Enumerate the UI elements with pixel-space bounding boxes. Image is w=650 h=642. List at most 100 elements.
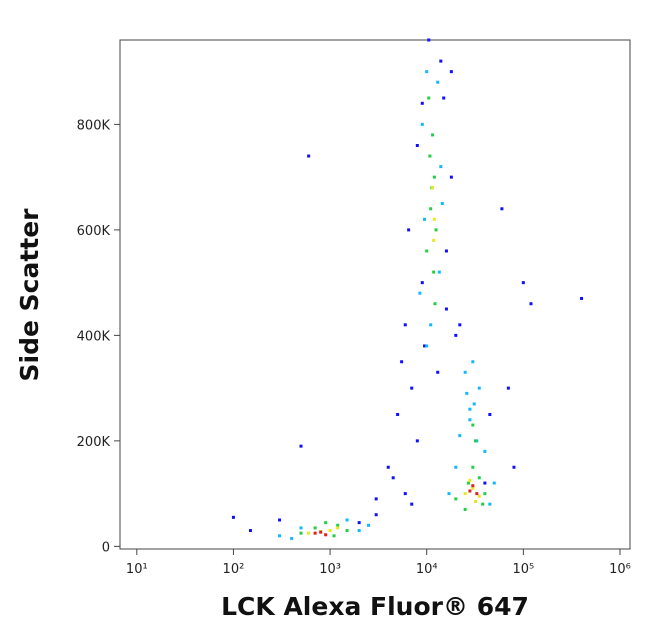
point <box>423 344 427 348</box>
point <box>324 533 328 537</box>
point <box>463 370 467 374</box>
point <box>324 521 328 525</box>
x-tick-label: 10⁵ <box>512 562 534 577</box>
point <box>477 386 481 390</box>
point <box>410 386 414 390</box>
point <box>474 500 478 504</box>
point <box>410 502 414 506</box>
point <box>313 531 317 535</box>
point <box>425 344 429 348</box>
point <box>425 249 429 253</box>
point <box>471 360 475 364</box>
point <box>391 476 395 480</box>
point <box>466 481 470 485</box>
point <box>529 302 533 306</box>
point <box>313 526 317 530</box>
point <box>506 386 510 390</box>
point <box>444 249 448 253</box>
point <box>429 207 433 211</box>
point <box>474 439 478 443</box>
point <box>299 444 303 448</box>
point <box>483 492 487 496</box>
point <box>307 531 311 535</box>
point <box>475 492 479 496</box>
point <box>386 465 390 469</box>
point <box>403 492 407 496</box>
point <box>432 270 436 274</box>
x-axis-title: LCK Alexa Fluor® 647 <box>221 592 529 621</box>
point <box>345 529 349 533</box>
y-tick-label: 800K <box>77 118 111 133</box>
point <box>447 492 451 496</box>
point <box>580 296 584 300</box>
y-tick-label: 200K <box>77 435 111 450</box>
point <box>425 70 429 74</box>
point <box>415 143 419 147</box>
point <box>471 465 475 469</box>
point <box>458 434 462 438</box>
point <box>345 518 349 522</box>
point <box>336 523 340 527</box>
point <box>512 465 516 469</box>
point <box>492 481 496 485</box>
point <box>468 489 472 493</box>
point <box>357 521 361 525</box>
point <box>396 412 400 416</box>
point <box>477 494 481 498</box>
point <box>432 238 436 242</box>
point <box>357 529 361 533</box>
point <box>454 497 458 501</box>
point <box>400 360 404 364</box>
point <box>436 370 440 374</box>
point <box>374 497 378 501</box>
point <box>483 449 487 453</box>
point <box>420 122 424 126</box>
point <box>521 281 525 285</box>
point <box>278 534 282 538</box>
point <box>437 270 441 274</box>
point <box>423 217 427 221</box>
point <box>332 534 336 538</box>
x-tick-label: 10⁴ <box>416 562 438 577</box>
point <box>472 402 476 406</box>
point <box>444 307 448 311</box>
point <box>477 476 481 480</box>
point <box>336 526 340 530</box>
point <box>319 530 323 534</box>
y-tick-label: 400K <box>77 329 111 344</box>
point <box>433 302 437 306</box>
plot-frame <box>119 39 631 550</box>
point <box>454 333 458 337</box>
point <box>463 492 467 496</box>
point <box>434 228 438 232</box>
point <box>449 70 453 74</box>
point <box>488 412 492 416</box>
point <box>428 154 432 158</box>
point <box>468 478 472 482</box>
point <box>299 531 303 535</box>
point <box>468 418 472 422</box>
point <box>468 407 472 411</box>
point <box>420 281 424 285</box>
y-tick-label: 600K <box>77 224 111 239</box>
point <box>471 486 475 490</box>
point <box>299 526 303 530</box>
point <box>449 175 453 179</box>
point <box>431 133 435 137</box>
x-tick-label: 10⁶ <box>609 562 631 577</box>
point <box>367 523 371 527</box>
point <box>436 80 440 84</box>
point <box>471 484 475 488</box>
point <box>403 323 407 327</box>
point <box>488 502 492 506</box>
point <box>439 165 443 169</box>
point <box>278 518 282 522</box>
point <box>231 515 235 519</box>
point <box>465 391 469 395</box>
point <box>440 202 444 206</box>
point <box>374 513 378 517</box>
point <box>481 502 485 506</box>
point <box>427 38 431 42</box>
point <box>483 481 487 485</box>
